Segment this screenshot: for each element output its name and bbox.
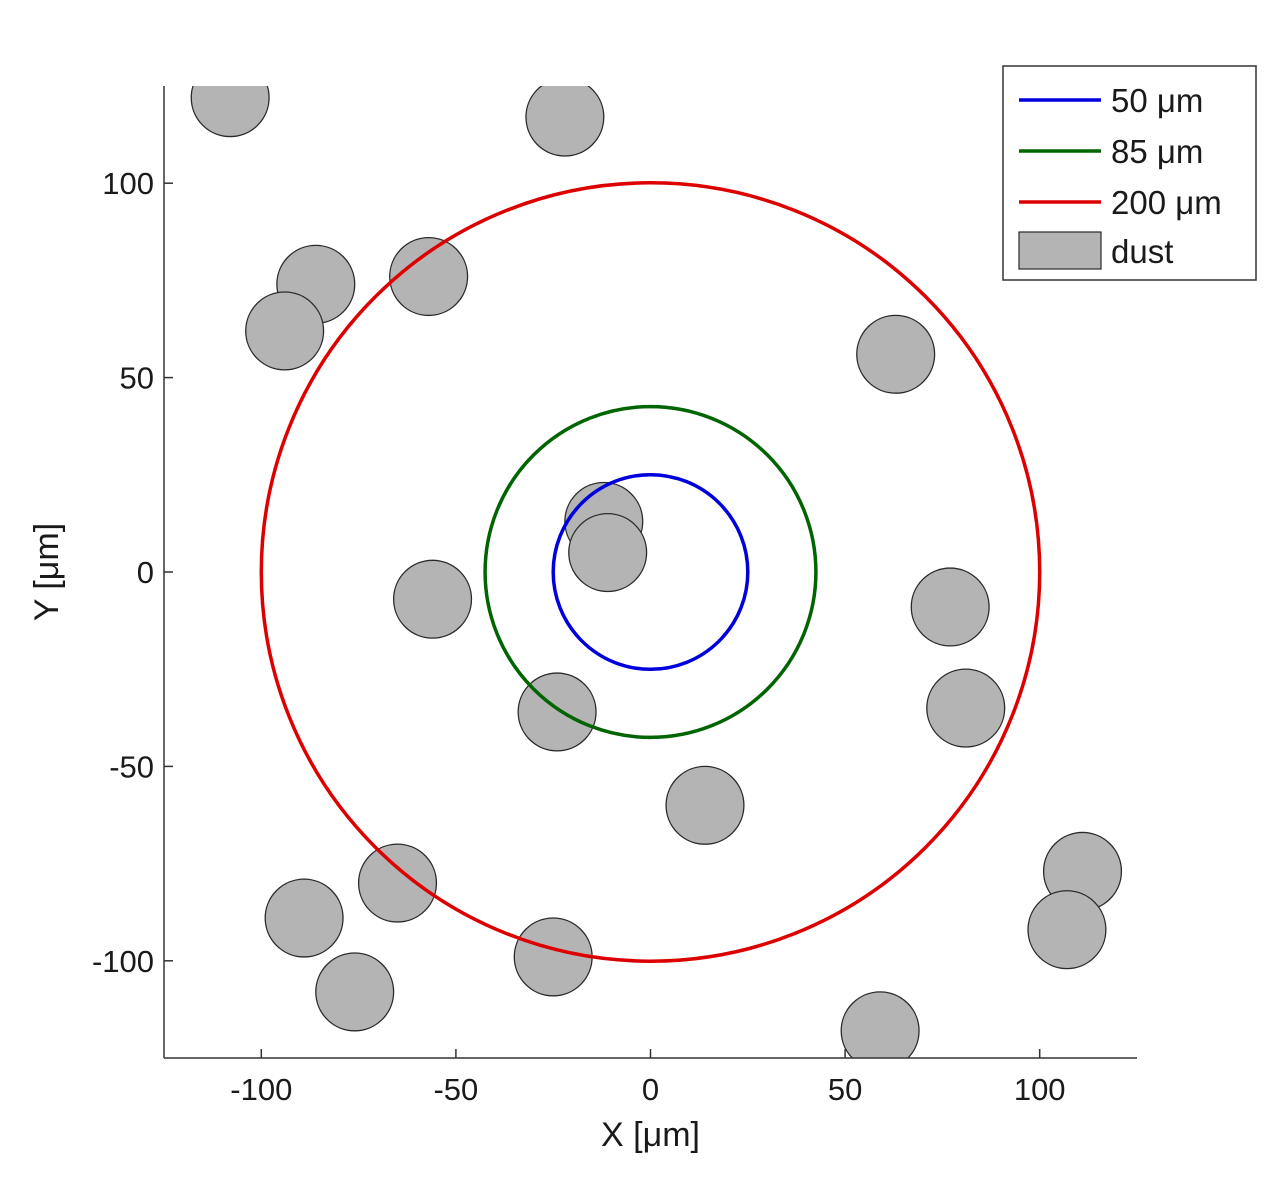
y-tick-label: -50 [109, 749, 154, 784]
y-tick-label: 0 [137, 555, 154, 590]
dust-particle-18 [1027, 890, 1107, 970]
dust-particle-7 [568, 512, 648, 593]
ring-200um [259, 181, 1042, 963]
legend-swatch-dust [1018, 231, 1102, 270]
dust-particle-19 [840, 991, 920, 1058]
legend: 50 μm 85 μm 200 μm dust [1002, 65, 1257, 281]
x-tick-label: 100 [1014, 1072, 1066, 1107]
x-tick-label: 50 [828, 1072, 862, 1107]
x-tick-label: 0 [642, 1072, 659, 1107]
x-tick-label: -100 [230, 1072, 292, 1107]
y-axis-label: Y [μm] [28, 523, 66, 621]
dust-particle-0 [190, 86, 270, 138]
legend-label-dust: dust [1111, 233, 1173, 270]
legend-label-85um: 85 μm [1111, 133, 1203, 170]
dust-layer [190, 86, 1123, 1058]
ring-50um [551, 472, 750, 672]
dust-particle-16 [513, 917, 593, 997]
y-tick-label: 50 [120, 361, 154, 396]
y-tick-label: -100 [92, 944, 154, 979]
dust-particle-13 [357, 843, 438, 923]
legend-label-200um: 200 μm [1111, 184, 1222, 221]
dust-particle-15 [315, 952, 395, 1032]
ticks: -100 -50 0 50 100 -100 -50 0 50 100 [92, 166, 1066, 1107]
x-axis-label: X [μm] [601, 1116, 700, 1154]
dust-particle-8 [392, 559, 473, 639]
dust-particle-5 [856, 314, 936, 394]
dust-particle-3 [245, 291, 325, 371]
legend-label-50um: 50 μm [1111, 82, 1203, 119]
dust-particle-14 [264, 878, 344, 958]
x-tick-label: -50 [433, 1072, 478, 1107]
plot-area [190, 86, 1123, 1058]
dust-particle-10 [926, 668, 1006, 748]
dust-particle-4 [389, 236, 469, 317]
y-tick-label: 100 [102, 166, 154, 201]
ring-85um [483, 404, 818, 740]
dust-particle-12 [665, 765, 745, 845]
dust-particle-1 [525, 86, 605, 157]
dust-particle-9 [910, 567, 990, 647]
ring-layer [259, 181, 1042, 963]
